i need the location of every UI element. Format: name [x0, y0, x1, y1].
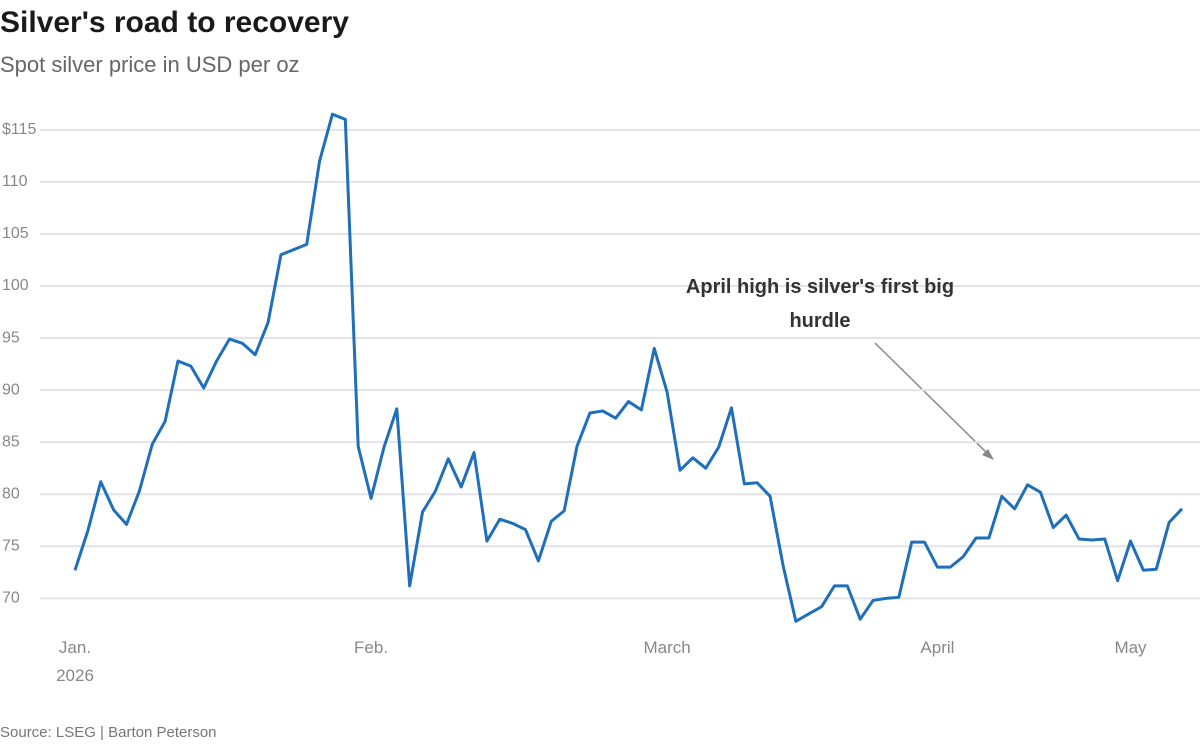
source: Source: LSEG | Barton Peterson: [0, 724, 217, 741]
x-tick-label: May: [1114, 638, 1147, 657]
y-tick-label: 110: [2, 173, 28, 190]
y-tick-label: 95: [2, 329, 20, 346]
chart-title: Silver's road to recovery: [0, 6, 349, 39]
x-tick-label: March: [643, 638, 691, 657]
price-line: [73, 112, 1184, 623]
y-tick-label: 105: [2, 225, 29, 242]
arrow-head: [982, 449, 994, 460]
y-tick-label: 80: [2, 485, 20, 502]
annotation: April high is silver's first big hurdle: [685, 276, 955, 332]
y-tick-label: 75: [2, 538, 20, 555]
y-tick-label: 85: [2, 433, 20, 450]
chart-subtitle: Spot silver price in USD per oz: [0, 52, 300, 77]
y-tick-label: $115: [2, 121, 37, 138]
y-tick-label: 100: [2, 277, 29, 294]
y-tick-label: 70: [2, 590, 20, 607]
x-tick-label: April: [920, 638, 955, 657]
x-tick-label: Feb.: [354, 638, 389, 657]
x-tick-label: Jan. 2026: [56, 638, 94, 685]
y-tick-label: 90: [2, 381, 20, 398]
annotation-arrow: [874, 342, 991, 457]
